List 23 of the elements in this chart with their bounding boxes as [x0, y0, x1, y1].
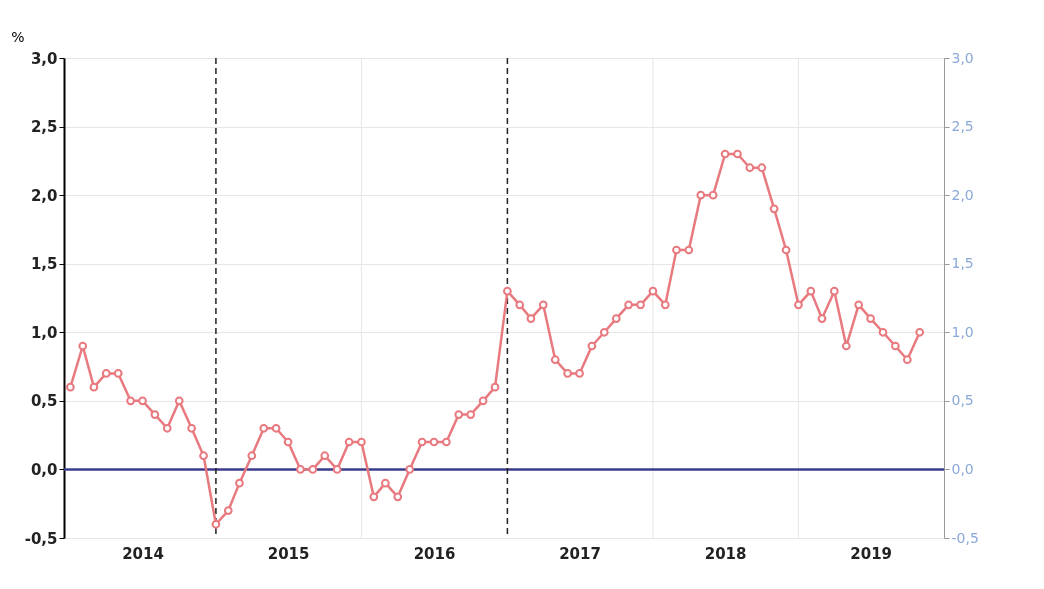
- y2-tick-label: -0,5: [951, 529, 979, 546]
- x-tick-label: 2016: [413, 544, 456, 563]
- y-tick-label: 3,0: [30, 49, 58, 68]
- y2-tick-label: 2,0: [951, 186, 974, 203]
- y-tick-label: 0,5: [30, 392, 58, 411]
- y-tick-label: 0,0: [30, 460, 58, 479]
- y-tick-label: 2,0: [30, 186, 58, 205]
- x-tick-label: 2017: [559, 544, 601, 563]
- y-tick-label: 1,5: [30, 255, 58, 274]
- x-tick-label: 2018: [704, 544, 747, 563]
- y2-tick-label: 3,0: [951, 49, 974, 66]
- y2-tick-label: 0,0: [951, 460, 974, 477]
- x-tick-label: 2015: [267, 544, 310, 563]
- y-tick-label: -0,5: [24, 529, 58, 548]
- y2-tick-label: 0,5: [951, 392, 974, 409]
- x-tick-label: 2019: [850, 544, 893, 563]
- y-axis-title: %: [11, 28, 25, 45]
- y2-tick-label: 2,5: [951, 118, 974, 135]
- y-tick-label: 2,5: [30, 118, 58, 137]
- y2-tick-label: 1,5: [951, 255, 974, 272]
- y2-tick-label: 1,0: [951, 323, 974, 340]
- y-tick-label: 1,0: [30, 323, 58, 342]
- x-tick-label: 2014: [122, 544, 164, 563]
